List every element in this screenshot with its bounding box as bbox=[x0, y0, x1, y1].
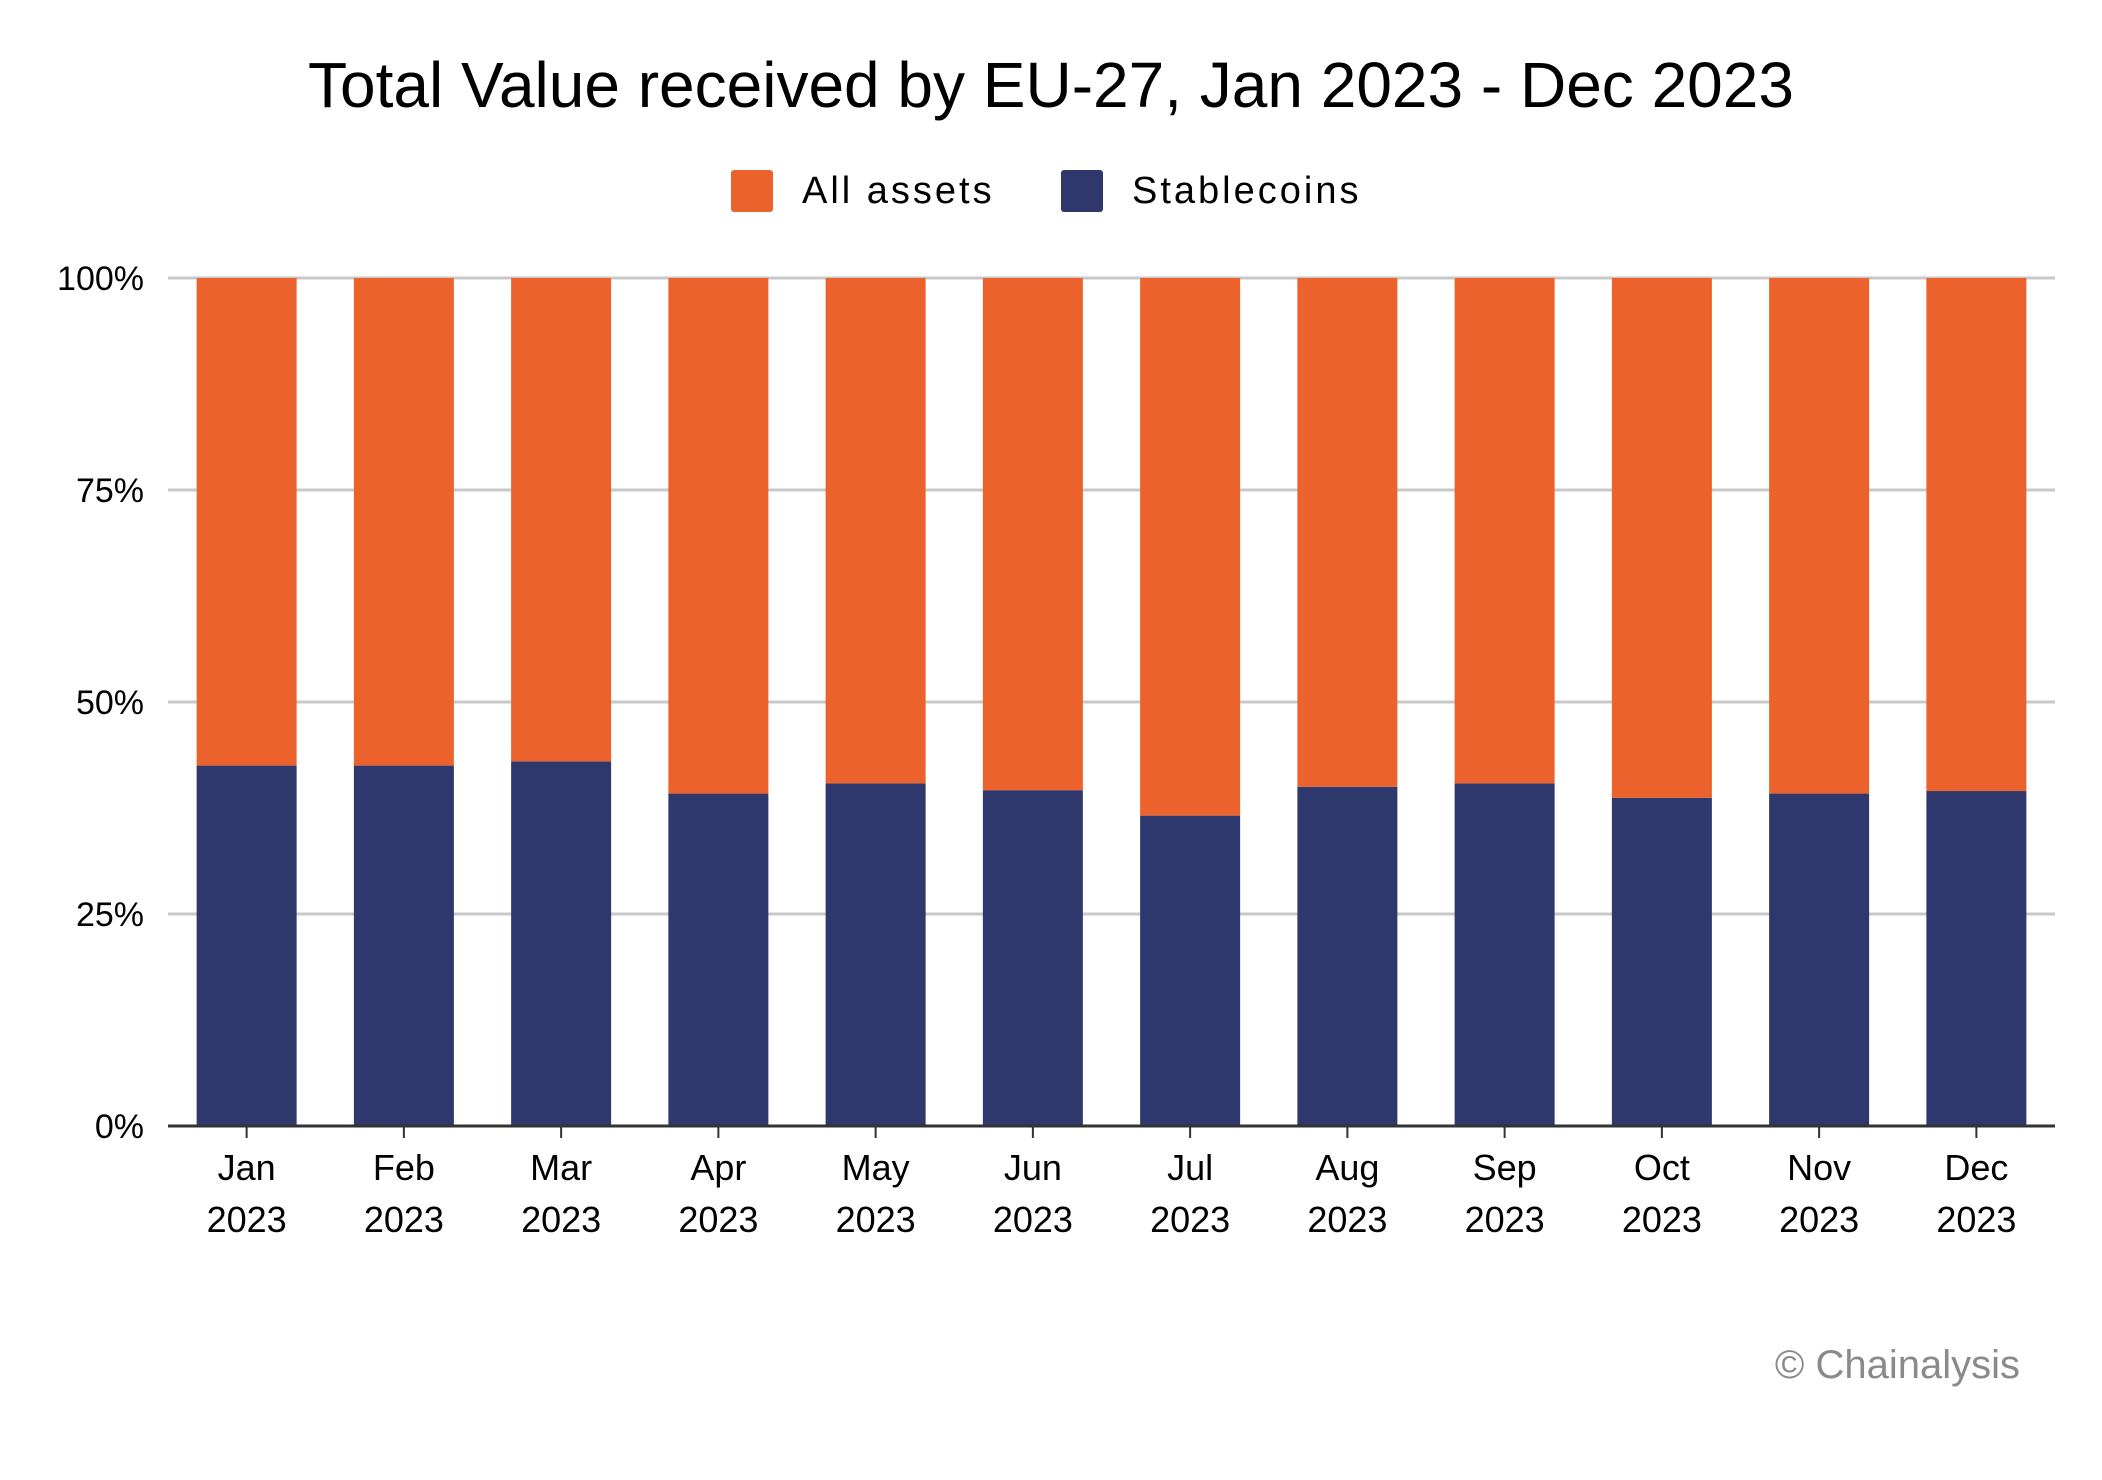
x-tick-label-nov: Nov bbox=[1787, 1147, 1851, 1188]
x-tick-label-sep: Sep bbox=[1473, 1147, 1537, 1188]
bar-stablecoins-may bbox=[825, 783, 926, 1126]
bar-all-assets-mar bbox=[511, 278, 612, 762]
x-tick-year-jan: 2023 bbox=[207, 1199, 287, 1240]
x-tick-year-mar: 2023 bbox=[521, 1199, 601, 1240]
x-tick-year-aug: 2023 bbox=[1307, 1199, 1387, 1240]
bar-all-assets-oct bbox=[1611, 278, 1712, 798]
x-tick-year-dec: 2023 bbox=[1936, 1199, 2016, 1240]
bar-stablecoins-jan bbox=[196, 765, 297, 1126]
bar-stablecoins-jun bbox=[982, 790, 1083, 1126]
legend-label-all-assets: All assets bbox=[802, 170, 995, 212]
bar-stablecoins-sep bbox=[1454, 783, 1555, 1126]
legend-label-stablecoins: Stablecoins bbox=[1132, 170, 1361, 212]
x-tick-year-sep: 2023 bbox=[1465, 1199, 1545, 1240]
x-tick-year-jul: 2023 bbox=[1150, 1199, 1230, 1240]
x-tick-year-jun: 2023 bbox=[993, 1199, 1073, 1240]
bar-stablecoins-apr bbox=[668, 793, 769, 1126]
bar-all-assets-apr bbox=[668, 278, 769, 794]
x-tick-label-mar: Mar bbox=[530, 1147, 592, 1188]
bar-stablecoins-dec bbox=[1926, 791, 2027, 1126]
legend-swatch-all-assets bbox=[731, 170, 773, 212]
bar-all-assets-aug bbox=[1297, 278, 1398, 787]
x-axis-ticks: Jan 2023 Feb 2023 Mar 2023 Apr 2023 May 2023 Jun 20… bbox=[207, 1126, 2016, 1240]
bar-stablecoins-jul bbox=[1140, 815, 1241, 1126]
bar-all-assets-sep bbox=[1454, 278, 1555, 784]
bar-all-assets-jun bbox=[982, 278, 1083, 791]
y-tick-label-100: 100% bbox=[57, 260, 144, 298]
bar-stablecoins-aug bbox=[1297, 786, 1398, 1126]
bar-all-assets-may bbox=[825, 278, 926, 784]
legend-swatch-stablecoins bbox=[1061, 170, 1103, 212]
y-tick-label-50: 50% bbox=[76, 684, 144, 722]
bar-all-assets-feb bbox=[353, 278, 454, 766]
x-tick-year-oct: 2023 bbox=[1622, 1199, 1702, 1240]
y-tick-label-25: 25% bbox=[76, 896, 144, 934]
bar-stablecoins-nov bbox=[1769, 793, 1870, 1126]
x-tick-label-may: May bbox=[842, 1147, 910, 1188]
x-tick-label-apr: Apr bbox=[690, 1147, 746, 1188]
x-tick-year-feb: 2023 bbox=[364, 1199, 444, 1240]
y-tick-label-0: 0% bbox=[95, 1108, 144, 1146]
x-tick-label-aug: Aug bbox=[1315, 1147, 1379, 1188]
x-tick-label-jul: Jul bbox=[1167, 1147, 1213, 1188]
x-tick-label-jun: Jun bbox=[1004, 1147, 1062, 1188]
x-tick-year-may: 2023 bbox=[836, 1199, 916, 1240]
bar-stablecoins-mar bbox=[511, 761, 612, 1126]
bar-all-assets-dec bbox=[1926, 278, 2027, 792]
x-tick-label-oct: Oct bbox=[1634, 1147, 1690, 1188]
y-tick-label-75: 75% bbox=[76, 472, 144, 510]
bar-all-assets-jul bbox=[1140, 278, 1241, 816]
bar-all-assets-nov bbox=[1769, 278, 1870, 794]
gridlines bbox=[168, 276, 2055, 916]
chart-title: Total Value received by EU-27, Jan 2023 … bbox=[308, 49, 1794, 121]
bars bbox=[196, 278, 2027, 1126]
bar-stablecoins-oct bbox=[1611, 797, 1712, 1126]
legend: All assets Stablecoins bbox=[731, 170, 1361, 212]
chainalysis-credit: © Chainalysis bbox=[1775, 1343, 2020, 1387]
x-tick-label-dec: Dec bbox=[1944, 1147, 2008, 1188]
x-tick-year-nov: 2023 bbox=[1779, 1199, 1859, 1240]
x-tick-label-feb: Feb bbox=[373, 1147, 435, 1188]
x-tick-label-jan: Jan bbox=[218, 1147, 276, 1188]
y-axis-ticks: 0% 25% 50% 75% 100% bbox=[57, 260, 144, 1146]
bar-stablecoins-feb bbox=[353, 765, 454, 1126]
bar-all-assets-jan bbox=[196, 278, 297, 766]
x-tick-year-apr: 2023 bbox=[678, 1199, 758, 1240]
